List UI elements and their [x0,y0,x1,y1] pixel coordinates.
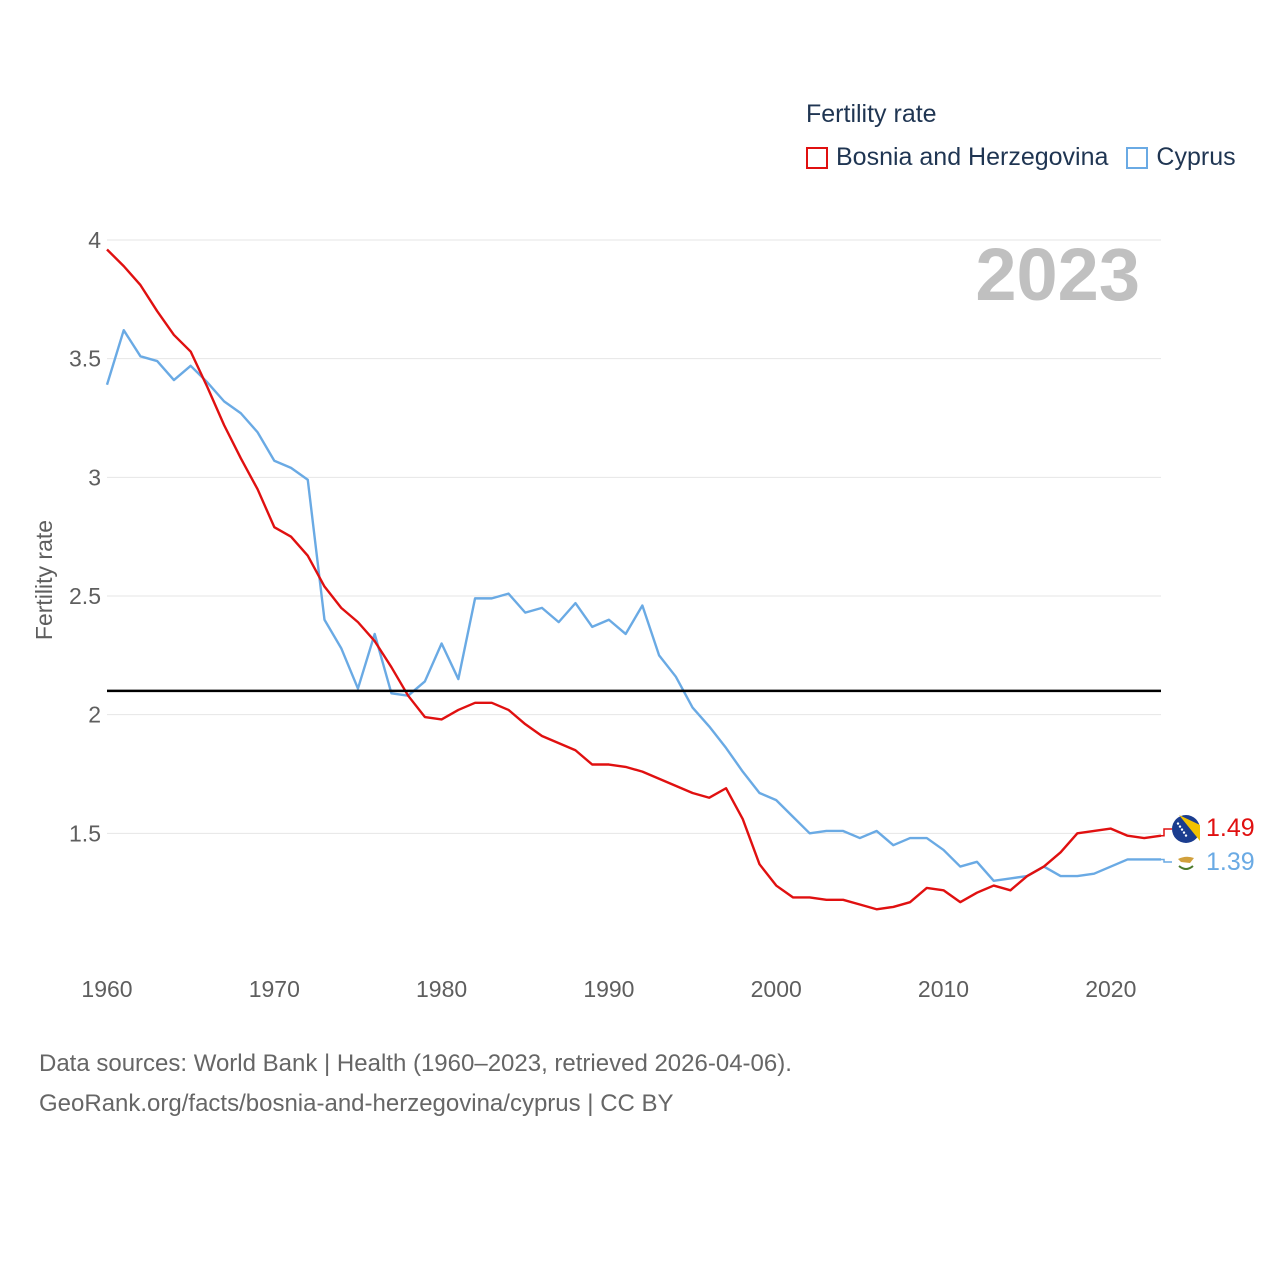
bosnia-flag-star [1184,834,1188,837]
bosnia-flag-icon [1172,815,1200,843]
footer: Data sources: World Bank | Health (1960–… [39,1044,792,1124]
legend-item-cyprus[interactable]: Cyprus [1126,143,1236,172]
year-label: 2023 [975,233,1140,316]
y-tick-label: 4 [88,227,101,253]
x-tick-label: 1970 [249,976,300,1002]
end-connector-cyprus [1161,858,1172,863]
legend: Bosnia and Herzegovina Cyprus [806,143,1254,172]
y-tick-label: 3 [88,464,101,490]
y-tick-label: 3.5 [69,346,101,372]
bosnia-flag-star [1180,828,1184,831]
x-tick-label: 2020 [1085,976,1136,1002]
legend-label-cyprus: Cyprus [1156,143,1236,171]
legend-title: Fertility rate [806,100,937,128]
cyprus-flag-branches [1178,865,1194,870]
line-chart: 1.5 2 2.5 3 3.5 4 1960 1970 1980 1990 2000 2010 2020… [31,227,1255,1002]
x-tick-label: 2000 [751,976,802,1002]
data-source-text: Data sources: World Bank | Health (1960–… [39,1050,792,1077]
y-tick-label: 2 [88,702,101,728]
legend-label-bosnia: Bosnia and Herzegovina [836,143,1109,171]
bosnia-flag-star [1178,825,1182,828]
bosnia-flag-triangle [1179,815,1200,841]
end-connector-bosnia [1161,828,1172,837]
y-tick-label: 2.5 [69,583,101,609]
legend-swatch-cyprus [1126,146,1149,169]
end-value-label-bosnia: 1.49 [1206,814,1255,842]
y-tick-label: 1.5 [69,820,101,846]
bosnia-flag-star [1176,822,1180,825]
x-tick-label: 1960 [81,976,132,1002]
legend-item-bosnia[interactable]: Bosnia and Herzegovina [806,143,1108,172]
bosnia-flag-star [1182,831,1186,834]
legend-swatch-bosnia [806,146,828,169]
series-line-cyprus [105,328,1161,882]
source-url-text: GeoRank.org/facts/bosnia-and-herzegovina… [39,1090,674,1117]
series-line-bosnia [106,248,1162,911]
x-tick-label: 1980 [416,976,467,1002]
x-tick-label: 1990 [583,976,634,1002]
y-axis-title: Fertility rate [31,520,57,640]
x-tick-label: 2010 [918,976,969,1002]
cyprus-flag-icon [1172,848,1200,876]
cyprus-flag-island [1178,856,1194,863]
end-value-label-cyprus: 1.39 [1206,848,1255,876]
